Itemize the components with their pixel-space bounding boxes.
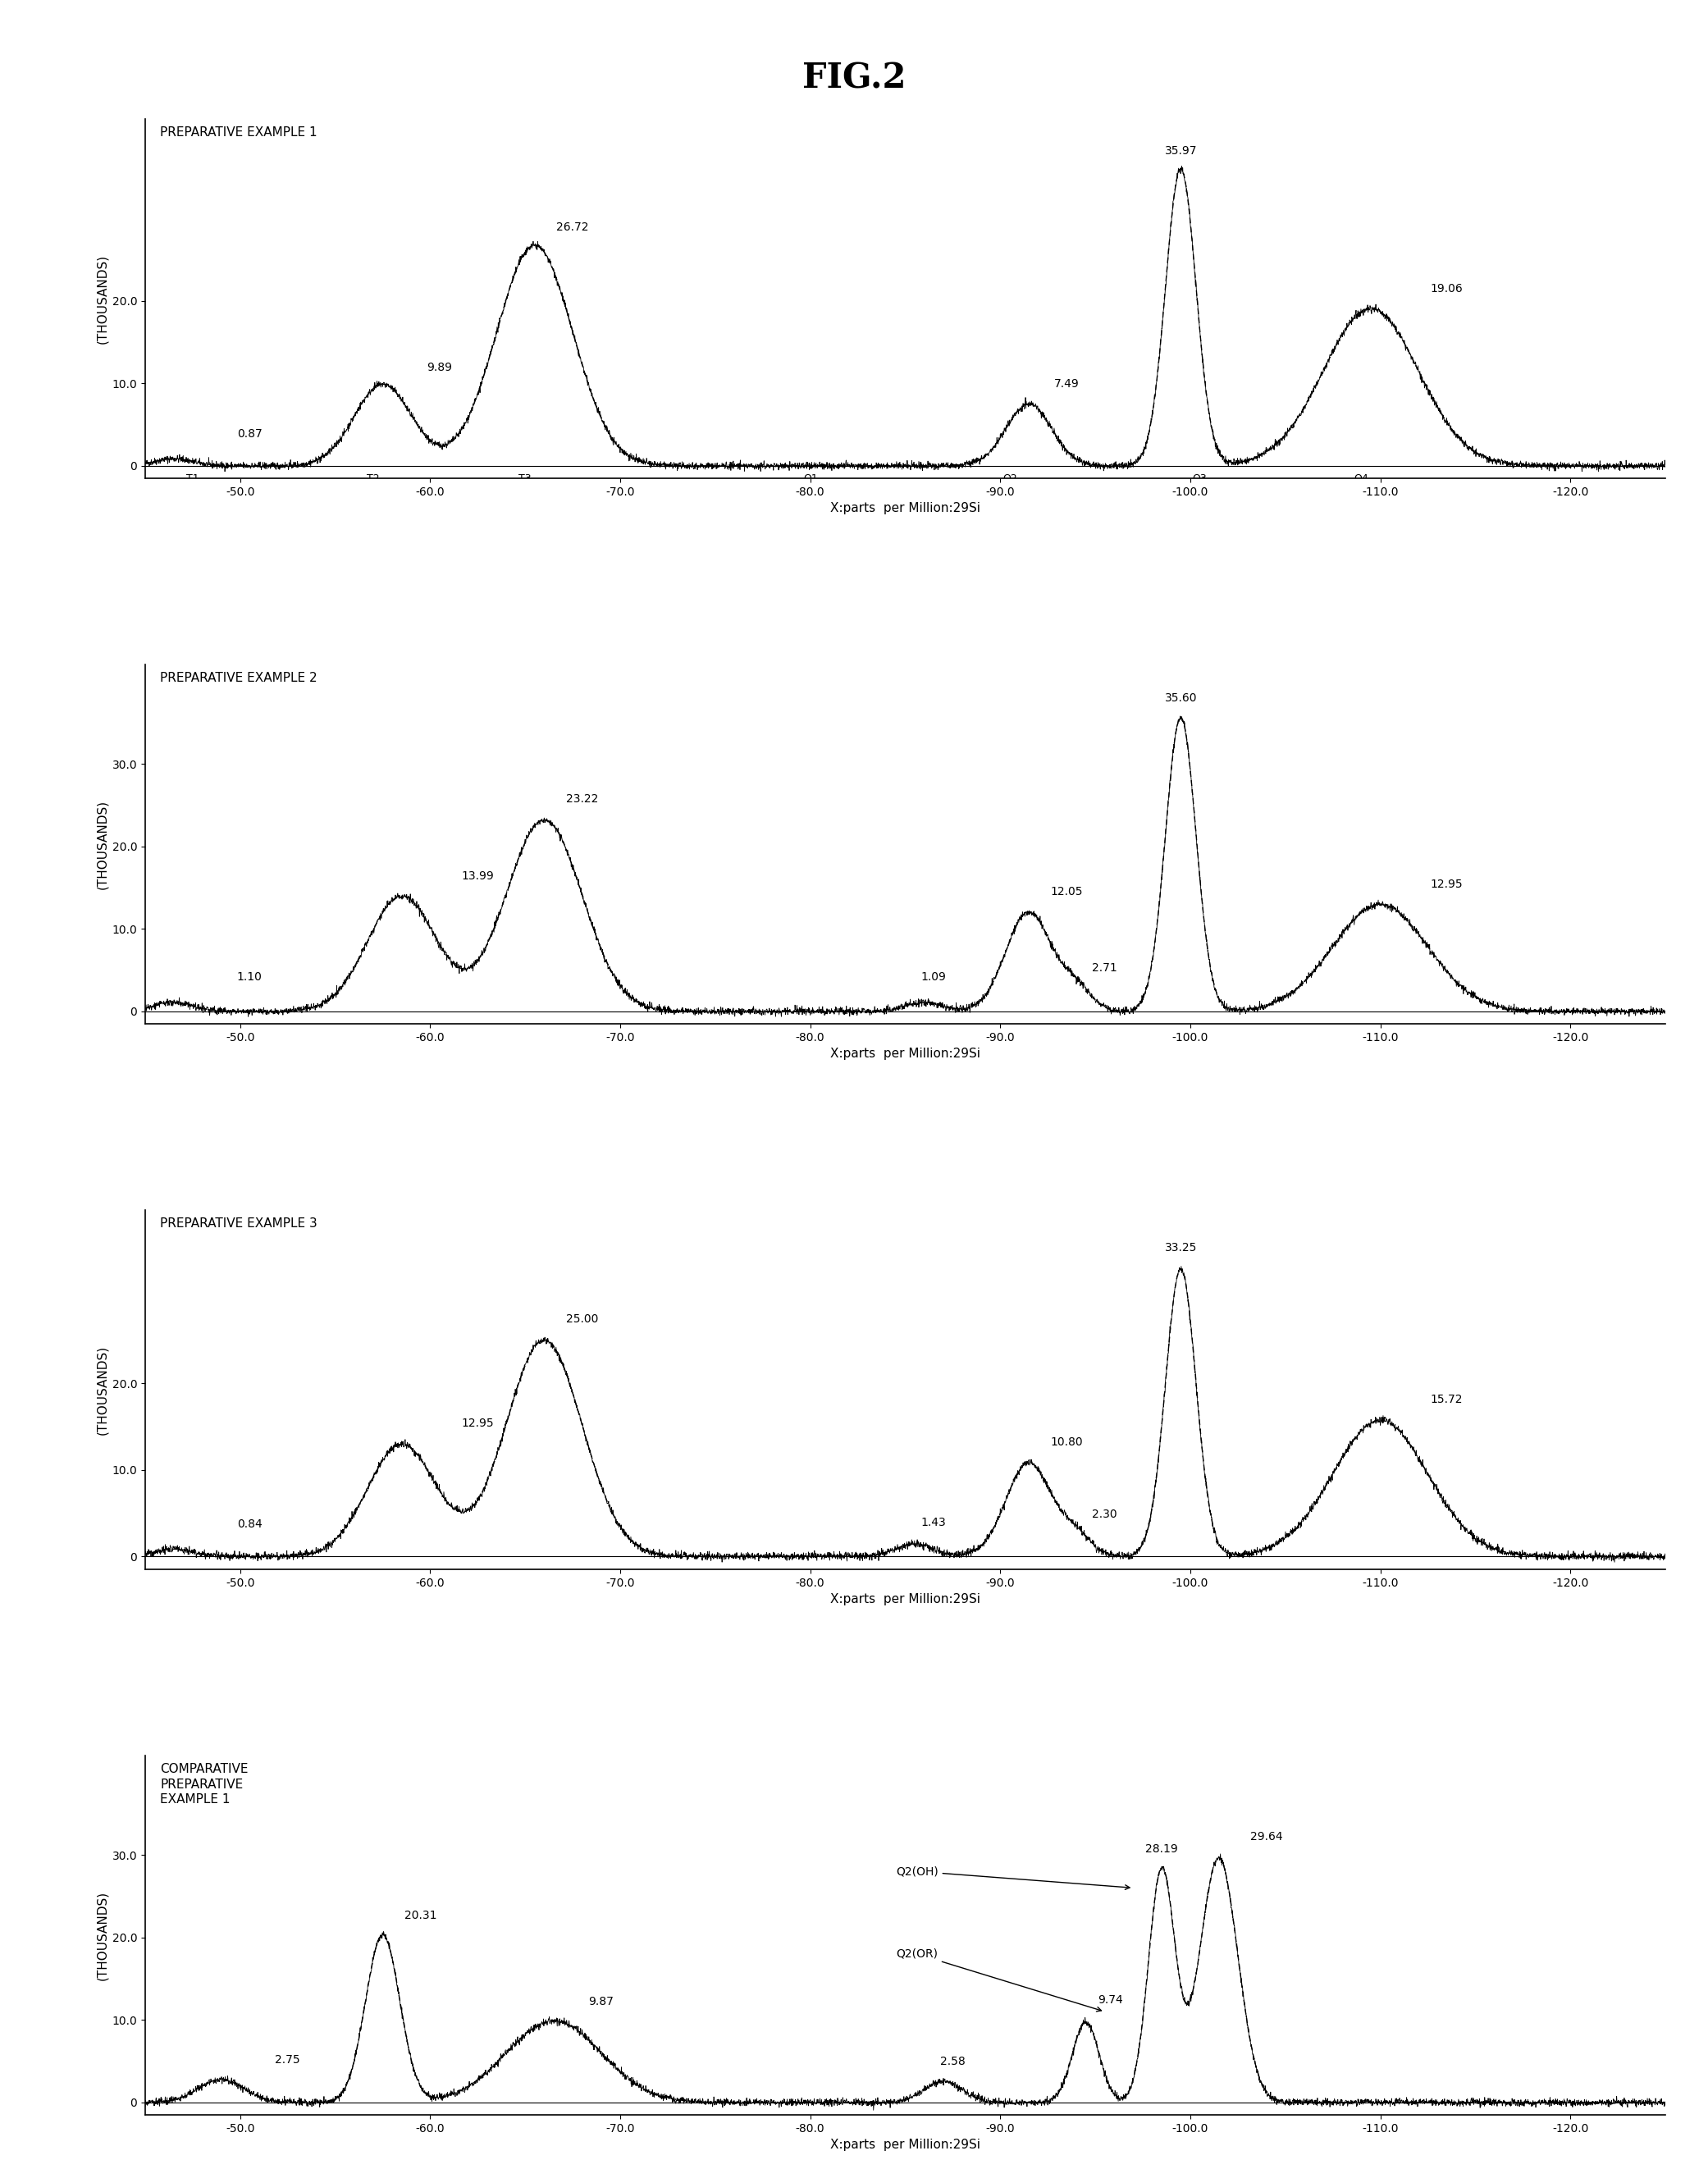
Text: Q2: Q2 bbox=[1003, 473, 1016, 484]
Y-axis label: (THOUSANDS): (THOUSANDS) bbox=[96, 800, 109, 889]
Text: 0.87: 0.87 bbox=[237, 427, 263, 440]
Text: 9.87: 9.87 bbox=[589, 1995, 613, 2008]
Text: PREPARATIVE EXAMPLE 2: PREPARATIVE EXAMPLE 2 bbox=[161, 672, 318, 683]
Text: T3: T3 bbox=[519, 473, 531, 484]
Text: 9.89: 9.89 bbox=[427, 362, 453, 373]
Y-axis label: (THOUSANDS): (THOUSANDS) bbox=[96, 254, 109, 343]
Text: 1.43: 1.43 bbox=[921, 1516, 946, 1529]
Text: 19.06: 19.06 bbox=[1431, 282, 1464, 295]
Text: 29.64: 29.64 bbox=[1250, 1831, 1283, 1841]
Text: 25.00: 25.00 bbox=[565, 1312, 598, 1325]
Text: PREPARATIVE EXAMPLE 1: PREPARATIVE EXAMPLE 1 bbox=[161, 126, 318, 139]
Text: 7.49: 7.49 bbox=[1054, 377, 1079, 390]
Text: 28.19: 28.19 bbox=[1146, 1844, 1179, 1854]
Text: Q4: Q4 bbox=[1354, 473, 1368, 484]
Text: 13.99: 13.99 bbox=[461, 870, 494, 883]
Text: 9.74: 9.74 bbox=[1098, 1993, 1124, 2006]
Text: Q3: Q3 bbox=[1192, 473, 1208, 484]
Text: 2.75: 2.75 bbox=[275, 2054, 301, 2065]
Text: 1.09: 1.09 bbox=[921, 972, 946, 983]
Y-axis label: (THOUSANDS): (THOUSANDS) bbox=[96, 1891, 109, 1980]
Text: 12.95: 12.95 bbox=[461, 1419, 494, 1429]
Text: Q2(OR): Q2(OR) bbox=[895, 1948, 1102, 2011]
Y-axis label: (THOUSANDS): (THOUSANDS) bbox=[96, 1345, 109, 1434]
Text: PREPARATIVE EXAMPLE 3: PREPARATIVE EXAMPLE 3 bbox=[161, 1217, 318, 1230]
Text: 15.72: 15.72 bbox=[1431, 1392, 1464, 1406]
Text: 0.84: 0.84 bbox=[237, 1518, 263, 1531]
Text: 33.25: 33.25 bbox=[1165, 1243, 1197, 1254]
Text: 2.71: 2.71 bbox=[1091, 961, 1117, 974]
Text: 23.22: 23.22 bbox=[565, 794, 598, 805]
Text: Q2(OH): Q2(OH) bbox=[895, 1865, 1129, 1889]
Text: 10.80: 10.80 bbox=[1050, 1436, 1083, 1449]
Text: 26.72: 26.72 bbox=[557, 221, 589, 232]
X-axis label: X:parts  per Million:29Si: X:parts per Million:29Si bbox=[830, 1048, 980, 1061]
Text: Q1: Q1 bbox=[803, 473, 818, 484]
Text: 12.95: 12.95 bbox=[1431, 878, 1464, 889]
Text: FIG.2: FIG.2 bbox=[803, 61, 905, 95]
X-axis label: X:parts  per Million:29Si: X:parts per Million:29Si bbox=[830, 1594, 980, 1605]
Text: T2: T2 bbox=[367, 473, 379, 484]
Text: 20.31: 20.31 bbox=[405, 1909, 437, 1922]
Text: 1.10: 1.10 bbox=[237, 972, 263, 983]
X-axis label: X:parts  per Million:29Si: X:parts per Million:29Si bbox=[830, 2139, 980, 2152]
Text: T1: T1 bbox=[186, 473, 200, 484]
Text: 12.05: 12.05 bbox=[1050, 885, 1083, 898]
Text: 2.58: 2.58 bbox=[939, 2056, 965, 2067]
Text: 35.97: 35.97 bbox=[1165, 145, 1197, 156]
Text: COMPARATIVE
PREPARATIVE
EXAMPLE 1: COMPARATIVE PREPARATIVE EXAMPLE 1 bbox=[161, 1763, 249, 1807]
X-axis label: X:parts  per Million:29Si: X:parts per Million:29Si bbox=[830, 503, 980, 514]
Text: 35.60: 35.60 bbox=[1165, 692, 1197, 703]
Text: 2.30: 2.30 bbox=[1091, 1507, 1117, 1520]
